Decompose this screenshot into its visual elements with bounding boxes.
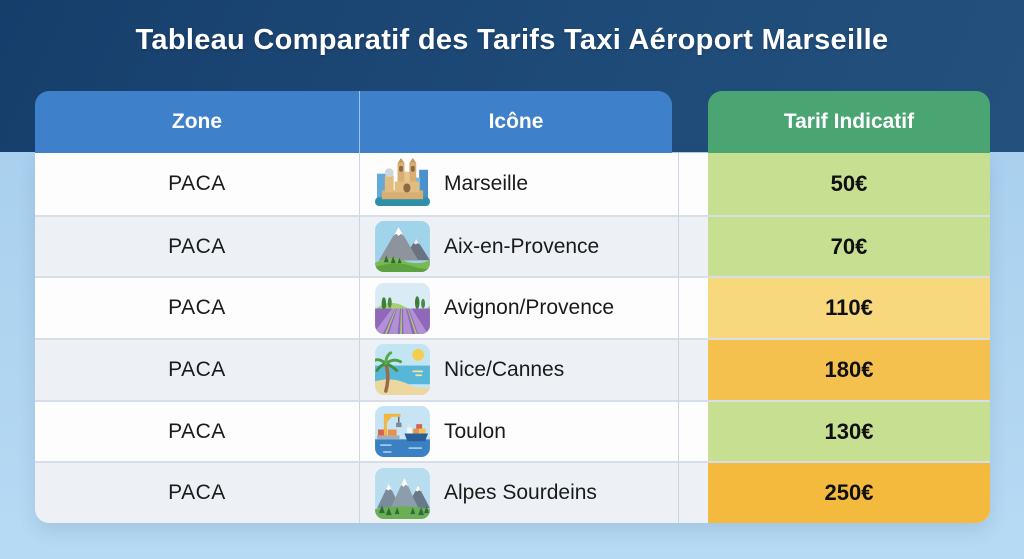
zone-cell: PACA: [35, 276, 360, 339]
alps-mountains-icon: [375, 467, 430, 519]
table-body: PACA Marseille 50€ PACA Aix-en-Provence 70€…: [35, 153, 990, 523]
divider-strip: [678, 276, 708, 339]
column-header-icone: Icône: [488, 110, 544, 133]
tarif-cell: 70€: [708, 214, 990, 277]
city-label: Toulon: [444, 419, 506, 443]
city-label: Avignon/Provence: [444, 296, 615, 320]
divider-strip: [678, 338, 708, 400]
column-header-tarif: Tarif Indicatif: [708, 91, 990, 153]
header-gap: [672, 91, 708, 153]
harbor-port-icon: [375, 406, 430, 458]
tarif-value: 180€: [824, 356, 874, 382]
tarif-value: 110€: [825, 295, 873, 321]
zone-cell: PACA: [35, 461, 360, 523]
zone-label: PACA: [168, 234, 226, 258]
zone-label: PACA: [168, 481, 226, 505]
table-row: PACA Marseille 50€: [35, 153, 990, 215]
tarif-cell: 50€: [708, 153, 990, 215]
tarif-cell: 110€: [708, 276, 990, 339]
city-label: Aix-en-Provence: [444, 234, 600, 258]
marseille-cathedral-icon: [375, 158, 430, 209]
comparison-table: Zone Icône Tarif Indicatif PACA Marseill…: [35, 91, 990, 523]
zone-label: PACA: [168, 357, 226, 381]
city-cell: Nice/Cannes: [360, 338, 678, 400]
table-row: PACA Aix-en-Provence 70€: [35, 214, 990, 277]
zone-cell: PACA: [35, 338, 360, 400]
table-row: PACA Alpes Sourdeins 250€: [35, 461, 990, 523]
zone-cell: PACA: [35, 399, 360, 462]
mountain-icon: [375, 221, 430, 272]
page-title: Tableau Comparatif des Tarifs Taxi Aérop…: [135, 24, 889, 56]
zone-cell: PACA: [35, 214, 360, 277]
header-left-group: Zone Icône: [35, 91, 672, 153]
zone-label: PACA: [168, 171, 226, 195]
divider-strip: [678, 153, 708, 215]
zone-cell: PACA: [35, 153, 360, 215]
tarif-cell: 180€: [708, 338, 990, 400]
city-label: Marseille: [444, 171, 529, 195]
tarif-value: 70€: [830, 233, 868, 259]
divider-strip: [678, 214, 708, 277]
city-cell: Alpes Sourdeins: [360, 461, 678, 523]
lavender-field-icon: [375, 282, 430, 334]
tarif-value: 50€: [830, 170, 868, 196]
table-row: PACA Nice/Cannes 180€: [35, 338, 990, 400]
divider-strip: [678, 461, 708, 523]
table-row: PACA Avignon/Provence 110€: [35, 276, 990, 339]
city-label: Alpes Sourdeins: [444, 481, 597, 505]
tarif-cell: 130€: [708, 399, 990, 462]
tarif-value: 250€: [824, 480, 874, 506]
city-cell: Marseille: [360, 153, 678, 215]
table-header-row: Zone Icône Tarif Indicatif: [35, 91, 990, 153]
title-bar: Tableau Comparatif des Tarifs Taxi Aérop…: [0, 0, 1024, 57]
city-cell: Toulon: [360, 399, 678, 462]
beach-palm-icon: [375, 344, 430, 396]
divider-strip: [678, 399, 708, 462]
city-cell: Avignon/Provence: [360, 276, 678, 338]
column-header-zone: Zone: [35, 91, 360, 153]
tarif-cell: 250€: [708, 461, 990, 523]
city-cell: Aix-en-Provence: [360, 214, 678, 277]
zone-label: PACA: [168, 419, 226, 443]
table-row: PACA Toulon 130€: [35, 399, 990, 462]
zone-label: PACA: [168, 296, 226, 320]
tarif-value: 130€: [824, 418, 874, 444]
city-label: Nice/Cannes: [444, 357, 565, 381]
